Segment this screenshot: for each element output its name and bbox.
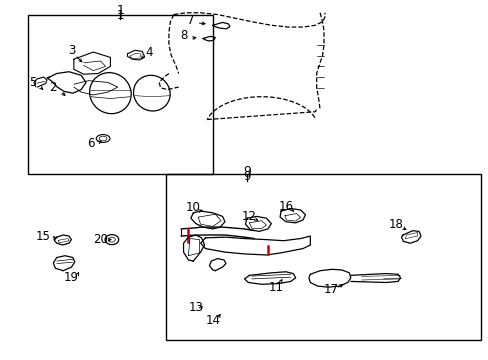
Bar bbox=[27, 14, 212, 174]
Text: 5: 5 bbox=[29, 76, 36, 89]
Text: 7: 7 bbox=[187, 14, 194, 27]
Text: 14: 14 bbox=[205, 314, 220, 327]
Text: 13: 13 bbox=[188, 301, 203, 314]
Text: 3: 3 bbox=[67, 44, 75, 57]
Text: 1: 1 bbox=[116, 9, 123, 22]
Text: 9: 9 bbox=[243, 165, 250, 178]
Text: 17: 17 bbox=[323, 283, 338, 296]
Text: 19: 19 bbox=[64, 271, 79, 284]
Text: 10: 10 bbox=[185, 201, 201, 214]
Text: 20: 20 bbox=[93, 233, 108, 246]
Text: 12: 12 bbox=[242, 210, 256, 223]
Text: 8: 8 bbox=[180, 30, 187, 42]
Text: 6: 6 bbox=[87, 137, 95, 150]
Text: 11: 11 bbox=[268, 282, 283, 294]
Text: 18: 18 bbox=[387, 218, 402, 231]
Text: 15: 15 bbox=[36, 230, 51, 243]
Text: 2: 2 bbox=[49, 81, 57, 94]
Text: 4: 4 bbox=[145, 46, 153, 59]
Text: 16: 16 bbox=[278, 200, 293, 213]
Text: 1: 1 bbox=[116, 4, 124, 17]
Text: 9: 9 bbox=[243, 170, 250, 183]
Bar bbox=[166, 174, 480, 339]
